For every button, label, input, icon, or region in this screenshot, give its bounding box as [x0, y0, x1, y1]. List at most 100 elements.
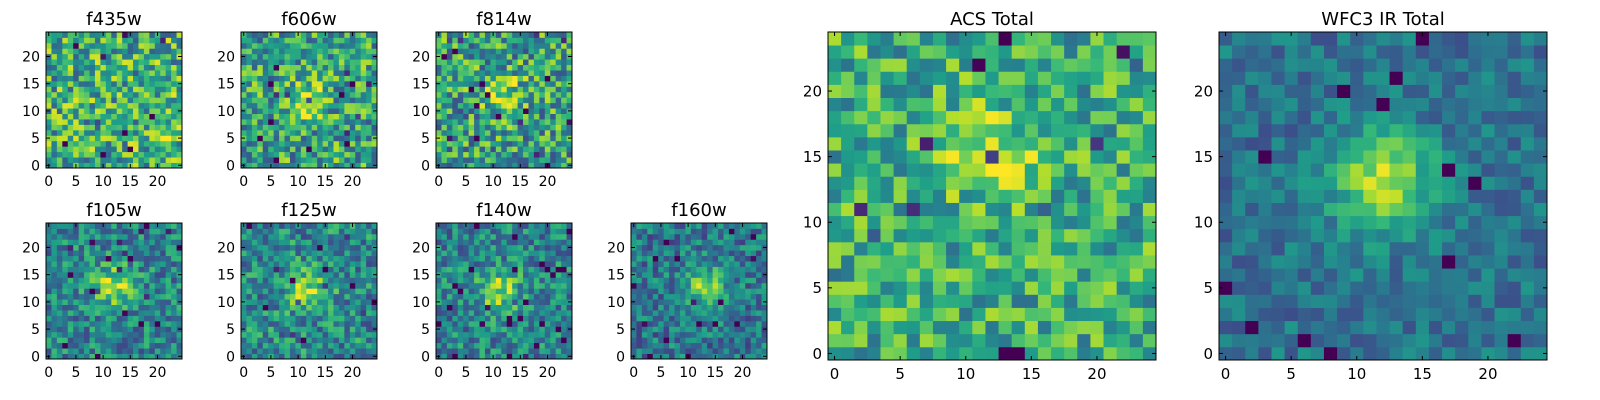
heatmap-cell — [371, 223, 378, 229]
heatmap-cell — [176, 255, 183, 262]
heatmap-cell — [745, 277, 752, 284]
heatmap-cell — [501, 140, 508, 147]
heatmap-cell — [176, 113, 183, 120]
heatmap-cell — [295, 108, 302, 114]
heatmap-cell — [533, 113, 540, 120]
heatmap-cell — [690, 315, 697, 322]
heatmap-cell — [1129, 268, 1144, 282]
heatmap-cell — [111, 42, 118, 49]
heatmap-cell — [94, 162, 101, 169]
heatmap-cell — [300, 223, 307, 229]
heatmap-cell — [474, 271, 480, 278]
heatmap-cell — [441, 261, 448, 267]
heatmap-cell — [67, 348, 74, 354]
heatmap-cell — [116, 32, 123, 38]
heatmap-cell — [284, 353, 291, 360]
heatmap-cell — [1077, 268, 1091, 282]
heatmap-cell — [718, 293, 724, 300]
heatmap-cell — [122, 135, 128, 142]
heatmap-cell — [512, 353, 518, 360]
x-tick-label: 0 — [434, 365, 443, 381]
heatmap-cell — [355, 320, 362, 327]
heatmap-cell — [78, 75, 85, 82]
heatmap-cell — [647, 266, 654, 273]
heatmap-cell — [371, 86, 378, 93]
heatmap-cell — [756, 288, 762, 295]
heatmap-cell — [512, 146, 518, 153]
heatmap-cell — [658, 255, 665, 262]
heatmap-cell — [149, 353, 156, 360]
heatmap-cell — [251, 326, 258, 333]
heatmap-cell — [246, 353, 253, 360]
heatmap-cell — [463, 151, 470, 158]
heatmap-cell — [490, 310, 497, 316]
heatmap-cell — [750, 331, 757, 338]
heatmap-cell — [311, 353, 318, 360]
heatmap-cell — [663, 228, 670, 235]
heatmap-cell — [756, 223, 762, 229]
heatmap-cell — [171, 304, 177, 311]
heatmap-cell — [46, 70, 52, 76]
heatmap-cell — [506, 157, 513, 163]
heatmap-cell — [658, 250, 665, 257]
heatmap-cell — [284, 108, 291, 114]
heatmap-cell — [539, 91, 546, 98]
heatmap-cell — [122, 75, 128, 82]
heatmap-cell — [1064, 189, 1078, 203]
heatmap-cell — [289, 129, 296, 136]
heatmap-cell — [761, 310, 768, 316]
heatmap-cell — [62, 310, 69, 316]
heatmap-cell — [122, 140, 128, 147]
heatmap-cell — [149, 233, 156, 240]
heatmap-cell — [349, 42, 356, 49]
heatmap-cell — [268, 293, 275, 300]
heatmap-cell — [441, 135, 448, 142]
heatmap-cell — [295, 113, 302, 120]
heatmap-cell — [105, 288, 112, 295]
heatmap-cell — [707, 348, 713, 354]
heatmap-cell — [149, 293, 156, 300]
heatmap-cell — [262, 70, 269, 76]
heatmap-cell — [355, 288, 362, 295]
heatmap-cell — [457, 135, 464, 142]
heatmap-cell — [268, 102, 275, 109]
heatmap-cell — [279, 91, 285, 98]
heatmap-cell — [523, 157, 529, 163]
heatmap-cell — [51, 337, 58, 344]
heatmap-cell — [495, 86, 502, 93]
heatmap-cell — [355, 250, 362, 257]
heatmap-cell — [550, 244, 557, 251]
heatmap-cell — [127, 255, 134, 262]
heatmap-cell — [484, 32, 491, 38]
heatmap-cell — [479, 255, 486, 262]
heatmap-cell — [468, 223, 475, 229]
heatmap-cell — [360, 80, 367, 87]
heatmap-cell — [690, 239, 697, 246]
heatmap-cell — [446, 348, 453, 354]
heatmap-cell — [127, 151, 134, 158]
heatmap-cell — [279, 119, 285, 125]
heatmap-cell — [295, 310, 302, 316]
heatmap-cell — [690, 261, 697, 267]
heatmap-cell — [338, 70, 345, 76]
heatmap-cell — [100, 293, 107, 300]
heatmap-cell — [306, 135, 313, 142]
heatmap-cell — [561, 288, 567, 295]
heatmap-cell — [679, 310, 686, 316]
heatmap-cell — [78, 299, 85, 305]
heatmap-cell — [867, 176, 881, 190]
heatmap-cell — [528, 304, 535, 311]
heatmap-cell — [94, 70, 101, 76]
heatmap-cell — [122, 124, 128, 131]
heatmap-cell — [561, 353, 567, 360]
heatmap-cell — [728, 250, 735, 257]
heatmap-cell — [452, 277, 459, 284]
heatmap-cell — [171, 75, 177, 82]
heatmap-cell — [328, 91, 334, 98]
heatmap-cell — [371, 239, 378, 246]
heatmap-cell — [550, 59, 557, 66]
heatmap-cell — [512, 119, 518, 125]
heatmap-cell — [279, 97, 285, 104]
heatmap-cell — [89, 48, 96, 55]
heatmap-cell — [317, 266, 323, 273]
